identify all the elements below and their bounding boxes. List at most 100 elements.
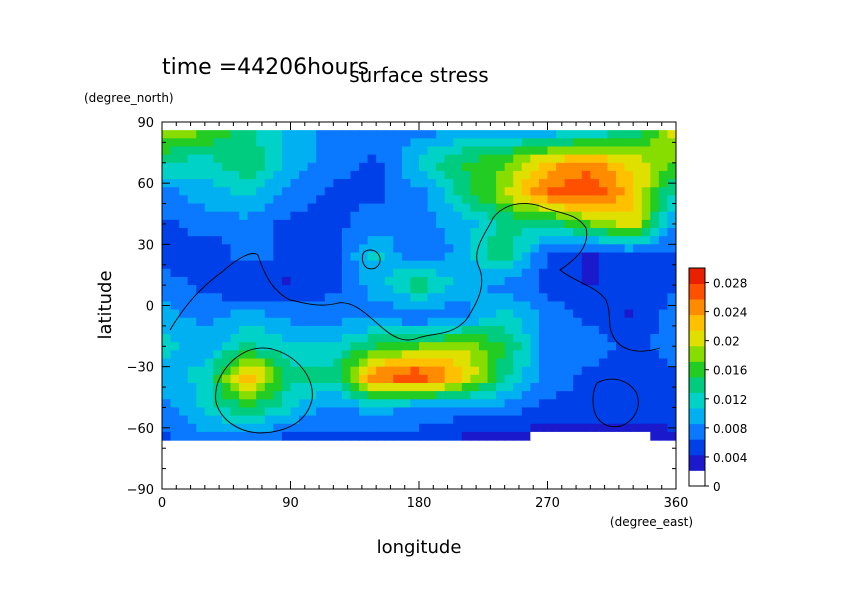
heatmap-cell bbox=[470, 374, 480, 384]
heatmap-cell bbox=[624, 228, 634, 237]
heatmap-cell bbox=[187, 334, 197, 343]
heatmap-cell bbox=[598, 203, 609, 213]
heatmap-cell bbox=[633, 334, 643, 343]
heatmap-cell bbox=[187, 203, 197, 213]
heatmap-cell bbox=[616, 366, 626, 376]
heatmap-cell bbox=[221, 228, 232, 237]
heatmap-cell bbox=[401, 219, 412, 229]
heatmap-cell bbox=[221, 138, 232, 148]
heatmap-cell bbox=[307, 130, 317, 139]
heatmap-cell bbox=[444, 211, 454, 221]
heatmap-cell bbox=[264, 399, 274, 409]
heatmap-cell bbox=[624, 162, 634, 172]
heatmap-cell bbox=[658, 130, 669, 139]
heatmap-cell bbox=[547, 138, 557, 148]
heatmap-cell bbox=[179, 154, 189, 164]
heatmap-cell bbox=[384, 276, 394, 286]
heatmap-cell bbox=[427, 366, 437, 376]
heatmap-cell bbox=[521, 325, 531, 335]
heatmap-cell bbox=[256, 268, 266, 278]
heatmap-cell bbox=[324, 260, 334, 270]
heatmap-cell bbox=[530, 130, 540, 139]
heatmap-cell bbox=[359, 138, 369, 148]
heatmap-cell bbox=[641, 219, 651, 229]
heatmap-cell bbox=[641, 374, 651, 384]
heatmap-cell bbox=[607, 431, 617, 441]
heatmap-cell bbox=[273, 219, 283, 229]
heatmap-cell bbox=[187, 391, 197, 400]
heatmap-cell bbox=[384, 195, 394, 205]
heatmap-cell bbox=[187, 374, 197, 384]
heatmap-cell bbox=[564, 334, 574, 343]
heatmap-cell bbox=[247, 415, 257, 425]
heatmap-cell bbox=[538, 407, 549, 417]
heatmap-cell bbox=[607, 203, 617, 213]
heatmap-cell bbox=[196, 415, 206, 425]
heatmap-cell bbox=[581, 350, 591, 360]
heatmap-cell bbox=[624, 374, 634, 384]
heatmap-cell bbox=[573, 317, 583, 327]
heatmap-cell bbox=[324, 334, 334, 343]
heatmap-cell bbox=[213, 211, 223, 221]
heatmap-cell bbox=[521, 154, 531, 164]
heatmap-cell bbox=[359, 366, 369, 376]
heatmap-cell bbox=[436, 285, 446, 294]
heatmap-cell bbox=[196, 219, 206, 229]
heatmap-cell bbox=[419, 170, 429, 180]
x-axis-label: longitude bbox=[377, 537, 462, 558]
heatmap-cell bbox=[264, 203, 274, 213]
heatmap-cell bbox=[461, 309, 471, 319]
heatmap-cell bbox=[393, 366, 403, 376]
heatmap-cell bbox=[616, 195, 626, 205]
heatmap-cell bbox=[453, 276, 463, 286]
heatmap-cell bbox=[410, 236, 420, 245]
heatmap-cell bbox=[247, 252, 257, 262]
heatmap-cell bbox=[436, 154, 446, 164]
heatmap-cell bbox=[170, 162, 180, 172]
colorbar-label: 0.028 bbox=[713, 277, 747, 291]
heatmap-cell bbox=[461, 260, 471, 270]
heatmap-cell bbox=[384, 301, 394, 311]
heatmap-cell bbox=[299, 350, 309, 360]
heatmap-cell bbox=[273, 431, 283, 441]
heatmap-cell bbox=[333, 211, 343, 221]
heatmap-cell bbox=[667, 407, 676, 417]
heatmap-cell bbox=[478, 374, 489, 384]
colorbar-swatch bbox=[689, 423, 705, 440]
heatmap-cell bbox=[213, 268, 223, 278]
heatmap-cell bbox=[204, 358, 214, 368]
heatmap-cell bbox=[624, 276, 634, 286]
heatmap-cell bbox=[290, 366, 300, 376]
heatmap-cell bbox=[633, 268, 643, 278]
heatmap-cell bbox=[247, 179, 257, 188]
heatmap-cell bbox=[162, 415, 172, 425]
heatmap-cell bbox=[633, 285, 643, 294]
heatmap-cell bbox=[616, 260, 626, 270]
heatmap-cell bbox=[384, 130, 394, 139]
heatmap-cell bbox=[530, 236, 540, 245]
heatmap-cell bbox=[624, 301, 634, 311]
y-unit-label: (degree_north) bbox=[84, 91, 174, 105]
heatmap-cell bbox=[299, 293, 309, 303]
heatmap-cell bbox=[444, 130, 454, 139]
heatmap-cell bbox=[290, 244, 300, 254]
heatmap-cell bbox=[230, 423, 240, 433]
heatmap-cell bbox=[598, 154, 609, 164]
heatmap-cell bbox=[436, 342, 446, 351]
heatmap-cell bbox=[624, 285, 634, 294]
heatmap-cell bbox=[444, 276, 454, 286]
heatmap-cell bbox=[204, 146, 214, 156]
heatmap-cell bbox=[436, 309, 446, 319]
heatmap-cell bbox=[350, 162, 360, 172]
heatmap-cell bbox=[556, 162, 566, 172]
heatmap-cell bbox=[264, 293, 274, 303]
heatmap-cell bbox=[538, 293, 549, 303]
heatmap-cell bbox=[556, 374, 566, 384]
heatmap-cell bbox=[513, 228, 523, 237]
heatmap-cell bbox=[333, 334, 343, 343]
heatmap-cell bbox=[162, 130, 172, 139]
heatmap-cell bbox=[170, 301, 180, 311]
heatmap-cell bbox=[239, 138, 249, 148]
heatmap-cell bbox=[239, 342, 249, 351]
heatmap-cell bbox=[247, 374, 257, 384]
